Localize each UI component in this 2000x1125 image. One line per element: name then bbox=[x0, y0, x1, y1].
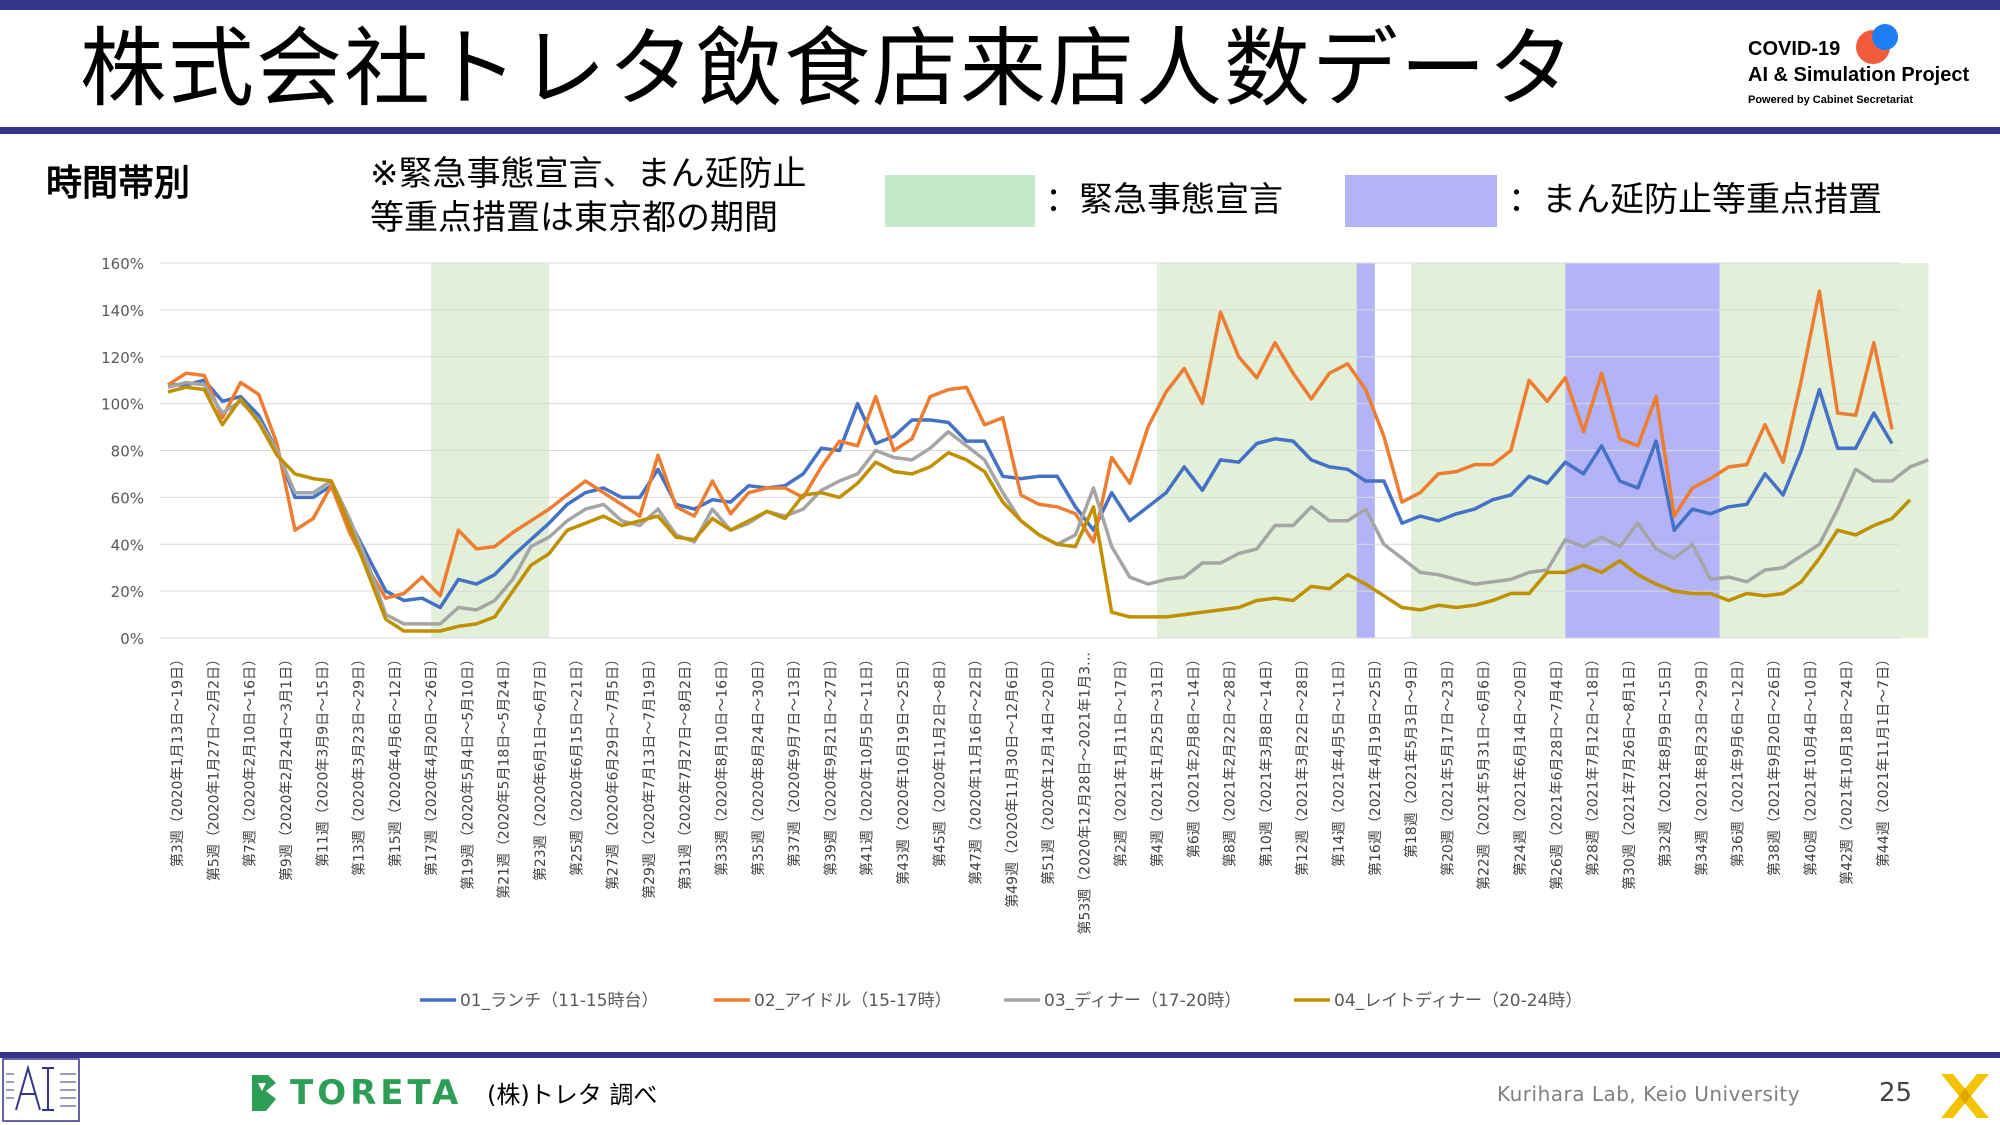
x-tick-label: 第9週（2020年2月24日～3月1日） bbox=[278, 652, 295, 881]
x-tick-label: 第47週（2020年11月16日～22日） bbox=[968, 652, 985, 885]
x-tick-label: 第37週（2020年9月7日～13日） bbox=[786, 652, 803, 867]
legend-label-dinner: 03_ディナー（17-20時） bbox=[1044, 990, 1241, 1011]
y-tick-label: 60% bbox=[111, 489, 144, 507]
period-note-line1: ※緊急事態宣言、まん延防止 bbox=[370, 154, 807, 194]
x-tick-label: 第25週（2020年6月15日～21日） bbox=[568, 652, 585, 876]
x-tick-label: 第5週（2020年1月27日～2月2日） bbox=[205, 652, 222, 881]
x-tick-label: 第27週（2020年6月29日～7月5日） bbox=[605, 652, 622, 890]
x-tick-label: 第6週（2021年2月8日～14日） bbox=[1185, 652, 1202, 858]
legend-semi-swatch bbox=[1345, 175, 1497, 227]
x-tick-label: 第24週（2021年6月14日～20日） bbox=[1512, 652, 1529, 876]
header-rule bbox=[0, 127, 2000, 134]
legend-label-late: 04_レイトディナー（20-24時） bbox=[1334, 990, 1582, 1011]
logo-line2: AI & Simulation Project bbox=[1748, 64, 1970, 86]
x-tick-label: 第33週（2020年8月10日～16日） bbox=[713, 652, 730, 876]
y-tick-label: 20% bbox=[111, 583, 144, 601]
period-note-line2: 等重点措置は東京都の期間 bbox=[370, 198, 778, 238]
x-axis: 第3週（2020年1月13日～19日） 第5週（2020年1月27日～2月2日） 第… bbox=[169, 652, 1892, 935]
x-tick-label: 第16週（2021年4月19日～25日） bbox=[1367, 652, 1384, 876]
x-tick-label: 第53週（2020年12月28日～2021年1月3… bbox=[1076, 652, 1093, 935]
legend-emergency-label: ：緊急事態宣言 bbox=[1045, 180, 1283, 220]
series-line-late bbox=[167, 385, 1912, 633]
y-tick-label: 140% bbox=[101, 302, 144, 320]
series-lines bbox=[167, 289, 1929, 633]
legend-semi-label: ：まん延防止等重点措置 bbox=[1508, 180, 1882, 220]
x-tick-label: 第45週（2020年11月2日～8日） bbox=[931, 652, 948, 867]
legend-label-idle: 02_アイドル（15-17時） bbox=[754, 991, 952, 1011]
y-tick-label: 40% bbox=[111, 536, 144, 554]
x-tick-label: 第30週（2021年7月26日～8月1日） bbox=[1621, 652, 1638, 890]
grid-lines bbox=[160, 262, 1900, 639]
x-tick-label: 第34週（2021年8月23日～29日） bbox=[1693, 652, 1710, 876]
x-tick-label: 第31週（2020年7月27日～8月2日） bbox=[677, 652, 694, 890]
page-number: 25 bbox=[1879, 1078, 1913, 1108]
logo-line3: Powered by Cabinet Secretariat bbox=[1748, 94, 1914, 106]
x-tick-label: 第3週（2020年1月13日～19日） bbox=[169, 652, 186, 867]
x-tick-label: 第51週（2020年12月14日～20日） bbox=[1040, 652, 1057, 885]
x-tick-label: 第35週（2020年8月24日～30日） bbox=[750, 652, 767, 876]
x-tick-label: 第49週（2020年11月30日～12月6日） bbox=[1004, 652, 1021, 908]
x-tick-label: 第43週（2020年10月19日～25日） bbox=[895, 652, 912, 885]
toreta-leaf-icon bbox=[252, 1075, 276, 1111]
lab-credit: Kurihara Lab, Keio University bbox=[1497, 1082, 1801, 1106]
x-logo-icon bbox=[1941, 1074, 1989, 1118]
x-tick-label: 第10週（2021年3月8日～14日） bbox=[1258, 652, 1275, 867]
x-tick-label: 第29週（2020年7月13日～7月19日） bbox=[641, 652, 658, 899]
toreta-wordmark: TORETA bbox=[290, 1073, 463, 1113]
x-tick-label: 第12週（2021年3月22日～28日） bbox=[1294, 652, 1311, 876]
x-tick-label: 第11週（2020年3月9日～15日） bbox=[314, 652, 331, 867]
y-axis: 0% 20% 40% 60% 80% 100% 120% 140% 160% bbox=[101, 255, 144, 648]
x-tick-label: 第15週（2020年4月6日～12日） bbox=[387, 652, 404, 867]
x-tick-label: 第38週（2021年9月20日～26日） bbox=[1766, 652, 1783, 876]
covid-project-logo: COVID-19 AI & Simulation Project Powered… bbox=[1748, 24, 1988, 114]
y-tick-label: 160% bbox=[101, 255, 144, 273]
chart: 0% 20% 40% 60% 80% 100% 120% 140% 160% 第3週（2020年… bbox=[101, 255, 1929, 1011]
x-tick-label: 第36週（2021年9月6日～12日） bbox=[1730, 652, 1747, 867]
x-tick-label: 第13週（2020年3月23日～29日） bbox=[351, 652, 368, 876]
page-title: 株式会社トレタ飲食店来店人数データ bbox=[80, 19, 1576, 119]
x-tick-label: 第26週（2021年6月28日～7月4日） bbox=[1548, 652, 1565, 890]
series-line-idle bbox=[167, 289, 1894, 600]
top-bar bbox=[0, 0, 2000, 10]
source-note: (株)トレタ 調べ bbox=[487, 1081, 658, 1109]
x-tick-label: 第22週（2021年5月31日～6月6日） bbox=[1476, 652, 1493, 890]
y-tick-label: 100% bbox=[101, 396, 144, 414]
y-tick-label: 80% bbox=[111, 443, 144, 461]
x-tick-label: 第39週（2020年9月21日～27日） bbox=[822, 652, 839, 876]
x-tick-label: 第41週（2020年10月5日～11日） bbox=[859, 652, 876, 876]
x-tick-label: 第14週（2021年4月5日～11日） bbox=[1331, 652, 1348, 867]
legend-label-lunch: 01_ランチ（11-15時台） bbox=[460, 991, 659, 1011]
x-tick-label: 第19週（2020年5月4日～5月10日） bbox=[459, 652, 476, 890]
x-tick-label: 第7週（2020年2月10日～16日） bbox=[242, 652, 259, 867]
y-tick-label: 120% bbox=[101, 349, 144, 367]
x-tick-label: 第23週（2020年6月1日～6月7日） bbox=[532, 652, 549, 881]
legend-emergency-swatch bbox=[885, 175, 1035, 227]
series-line-lunch bbox=[168, 378, 1894, 610]
x-tick-label: 第44週（2021年11月1日～7日） bbox=[1875, 652, 1892, 867]
logo-blue-dot bbox=[1872, 24, 1898, 50]
x-tick-label: 第18週（2021年5月3日～9日） bbox=[1403, 652, 1420, 858]
x-tick-label: 第20週（2021年5月17日～23日） bbox=[1439, 652, 1456, 876]
x-tick-label: 第17週（2020年4月20日～26日） bbox=[423, 652, 440, 876]
ai-logo-icon bbox=[2, 1058, 80, 1122]
x-tick-label: 第8週（2021年2月22日～28日） bbox=[1222, 652, 1239, 867]
x-tick-label: 第2週（2021年1月11日～17日） bbox=[1113, 652, 1130, 867]
logo-line1: COVID-19 bbox=[1748, 38, 1841, 60]
x-tick-label: 第4週（2021年1月25日～31日） bbox=[1149, 652, 1166, 867]
series-legend: 01_ランチ（11-15時台） 02_アイドル（15-17時） 03_ディナー（17… bbox=[420, 990, 1582, 1011]
period-note: ※緊急事態宣言、まん延防止 等重点措置は東京都の期間 bbox=[370, 152, 807, 240]
x-tick-label: 第40週（2021年10月4日～10日） bbox=[1802, 652, 1819, 876]
x-tick-label: 第42週（2021年10月18日～24日） bbox=[1839, 652, 1856, 885]
x-tick-label: 第21週（2020年5月18日～5月24日） bbox=[496, 652, 513, 899]
x-tick-label: 第32週（2021年8月9日～15日） bbox=[1657, 652, 1674, 867]
footer-rule bbox=[0, 1052, 2000, 1058]
x-tick-label: 第28週（2021年7月12日～18日） bbox=[1585, 652, 1602, 876]
y-tick-label: 0% bbox=[120, 630, 144, 648]
section-label: 時間帯別 bbox=[46, 163, 191, 204]
